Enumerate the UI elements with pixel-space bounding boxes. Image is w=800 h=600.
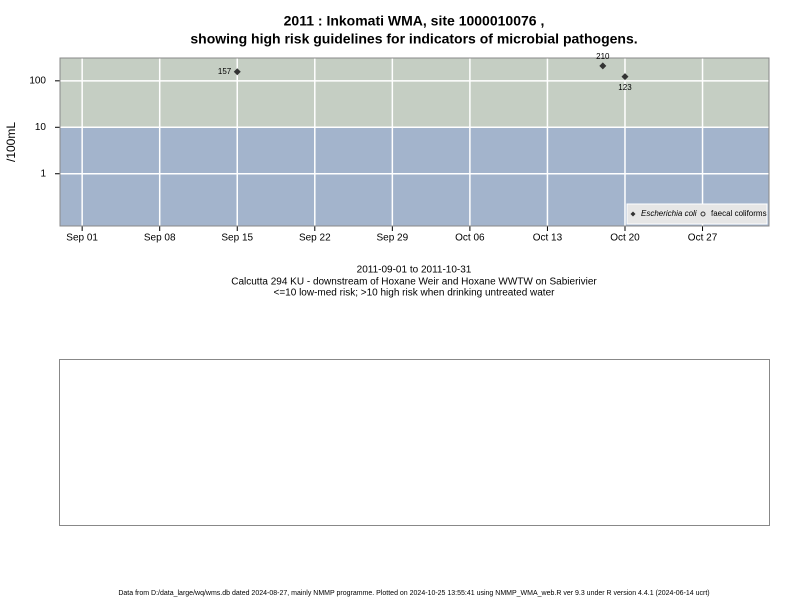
x-tick-label: Sep 15	[221, 233, 253, 244]
x-tick-label: Sep 29	[376, 233, 408, 244]
data-label: 157	[218, 67, 232, 76]
legend-symbol	[630, 211, 636, 217]
data-label: 210	[596, 52, 610, 61]
caption: 2011-09-01 to 2011-10-31	[357, 265, 472, 276]
data-point	[621, 73, 629, 81]
x-tick-label: Oct 13	[533, 233, 563, 244]
legend-label: Escherichia coli	[641, 209, 697, 218]
legend-label: faecal coliforms	[711, 209, 767, 218]
empty-panel	[59, 359, 770, 526]
y-axis-label: /100mL	[4, 122, 18, 162]
x-tick-label: Oct 27	[688, 233, 718, 244]
caption: Calcutta 294 KU - downstream of Hoxane W…	[231, 277, 597, 288]
x-tick-label: Oct 20	[610, 233, 640, 244]
legend-box	[626, 203, 768, 225]
data-point	[233, 68, 241, 76]
y-tick-label: 100	[29, 75, 46, 86]
y-tick-label: 10	[35, 122, 47, 133]
x-tick-label: Sep 08	[144, 233, 176, 244]
caption: <=10 low-med risk; >10 high risk when dr…	[274, 288, 556, 299]
plot-frame	[59, 57, 770, 227]
high-risk-band	[60, 58, 769, 128]
x-tick-label: Oct 06	[455, 233, 485, 244]
y-tick-label: 1	[40, 168, 46, 179]
data-label: 123	[618, 83, 632, 92]
data-point	[599, 62, 607, 70]
x-tick-label: Sep 01	[66, 233, 98, 244]
footer: Data from D:/data_large/wq/wms.db dated …	[118, 590, 709, 597]
x-tick-label: Sep 22	[299, 233, 331, 244]
legend-symbol	[700, 211, 706, 217]
chart-subtitle: showing high risk guidelines for indicat…	[190, 31, 637, 47]
chart-title: 2011 : Inkomati WMA, site 1000010076 ,	[284, 13, 545, 29]
